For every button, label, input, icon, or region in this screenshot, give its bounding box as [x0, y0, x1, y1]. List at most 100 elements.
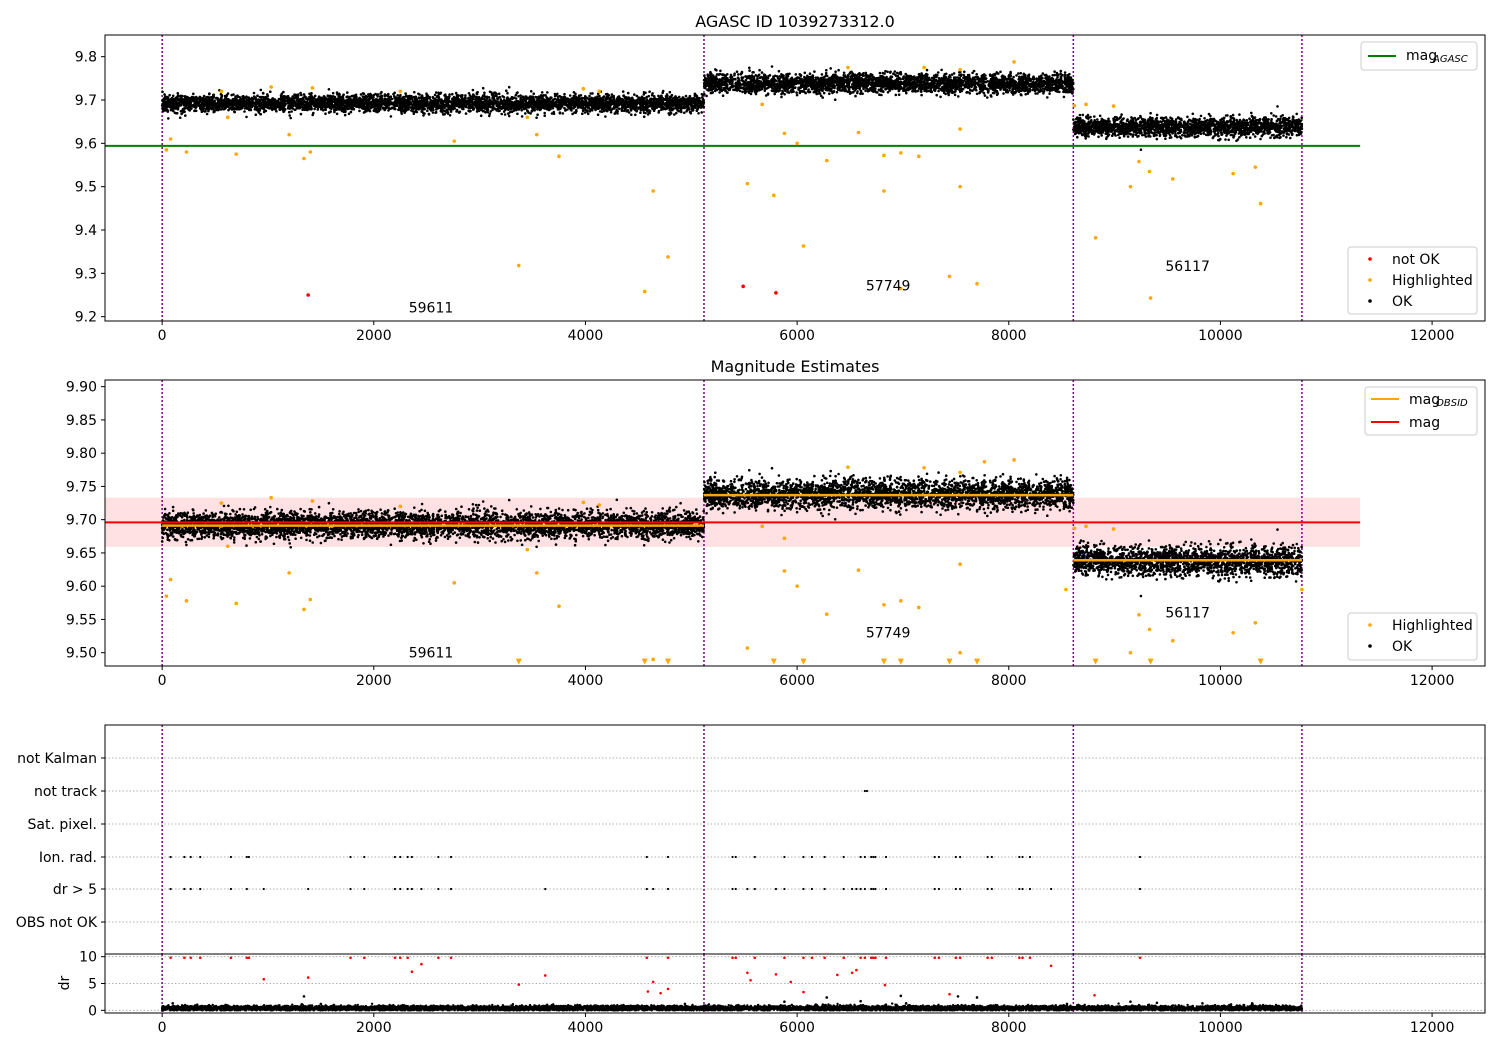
ok-point: [562, 98, 565, 102]
ok-point: [278, 108, 282, 112]
ok-point: [441, 101, 445, 104]
ok-point: [312, 100, 315, 103]
ok-point: [307, 101, 310, 105]
ok-point: [561, 112, 565, 115]
ok-point: [275, 110, 278, 113]
ok-point: [333, 109, 336, 112]
ok-point: [424, 100, 427, 103]
ok-point: [508, 110, 512, 114]
ok-point: [514, 97, 518, 100]
ok-point: [387, 109, 390, 112]
ok-point: [574, 111, 577, 115]
ok-point: [269, 90, 272, 93]
ok-point: [233, 106, 236, 110]
ok-point: [498, 109, 501, 112]
ok-point: [163, 95, 167, 98]
ok-point: [235, 97, 238, 100]
ok-point: [588, 94, 591, 98]
ok-point: [697, 112, 700, 115]
ok-point: [412, 95, 416, 99]
ok-point: [175, 106, 179, 110]
ok-point: [602, 105, 606, 108]
ok-point: [262, 107, 266, 110]
ok-point: [421, 106, 425, 109]
ok-point: [192, 105, 195, 108]
ok-point: [271, 97, 275, 101]
ok-point: [299, 112, 303, 116]
ok-point: [526, 109, 529, 112]
ok-point: [411, 110, 415, 113]
ok-point: [553, 97, 556, 101]
ok-point: [340, 98, 344, 101]
ok-point: [319, 108, 323, 111]
ok-point: [452, 95, 456, 99]
ok-point: [694, 104, 697, 108]
ok-point: [292, 99, 296, 103]
ok-point: [435, 108, 438, 111]
ok-point: [605, 106, 609, 109]
ok-point: [614, 101, 617, 105]
ok-point: [659, 94, 663, 98]
ok-point: [509, 105, 513, 109]
ok-point: [665, 98, 668, 101]
ok-point: [517, 95, 520, 98]
ok-point: [448, 114, 452, 117]
ok-point: [190, 98, 194, 101]
ok-point: [358, 100, 362, 104]
ok-point: [572, 91, 576, 94]
ok-point: [634, 105, 637, 108]
ok-point: [543, 98, 546, 102]
ok-point: [585, 110, 589, 113]
ok-point: [627, 103, 630, 107]
ok-point: [673, 113, 676, 116]
ok-point: [639, 101, 643, 105]
ok-point: [532, 98, 536, 101]
ok-point: [457, 101, 461, 104]
ok-point: [624, 101, 628, 104]
ok-point: [258, 104, 261, 107]
ok-point: [633, 93, 636, 96]
ok-point: [266, 94, 270, 98]
ok-point: [380, 103, 383, 107]
ok-point: [660, 108, 663, 111]
ok-point: [182, 104, 186, 107]
agasc-magnitude-panel: 0 2000 4000 6000 8000 10000 120009.29.39.49.59…: [75, 12, 1486, 344]
ok-point: [287, 96, 291, 100]
ok-point: [310, 107, 313, 110]
ok-point: [275, 102, 278, 105]
ok-point: [372, 93, 376, 97]
ok-point: [568, 106, 571, 110]
ok-point: [504, 102, 507, 106]
ok-point: [558, 95, 561, 98]
ok-point: [504, 99, 508, 103]
ok-point: [193, 102, 196, 106]
ok-point: [380, 94, 384, 98]
ok-point: [365, 104, 369, 107]
ok-point: [171, 94, 175, 98]
ok-point: [319, 100, 323, 104]
ok-point: [502, 110, 506, 113]
ok-point: [648, 99, 651, 102]
ok-point: [642, 115, 646, 118]
ok-point: [199, 107, 203, 110]
ok-point: [695, 109, 699, 112]
ok-point: [516, 91, 519, 94]
ok-point: [564, 109, 567, 112]
ok-point: [668, 97, 671, 101]
ok-point: [467, 106, 470, 109]
ok-point: [215, 102, 219, 105]
ok-point: [467, 109, 470, 113]
ok-point: [464, 96, 467, 99]
ok-point: [298, 99, 302, 102]
ok-point: [551, 106, 555, 110]
ok-point: [661, 98, 665, 102]
ok-point: [610, 99, 614, 102]
ok-point: [464, 104, 468, 107]
ok-point: [480, 107, 484, 110]
ok-point: [622, 109, 626, 113]
ok-point: [464, 112, 468, 115]
ok-point: [516, 112, 519, 116]
ok-point: [598, 104, 602, 107]
ok-point: [425, 102, 428, 106]
ok-point: [256, 94, 259, 97]
